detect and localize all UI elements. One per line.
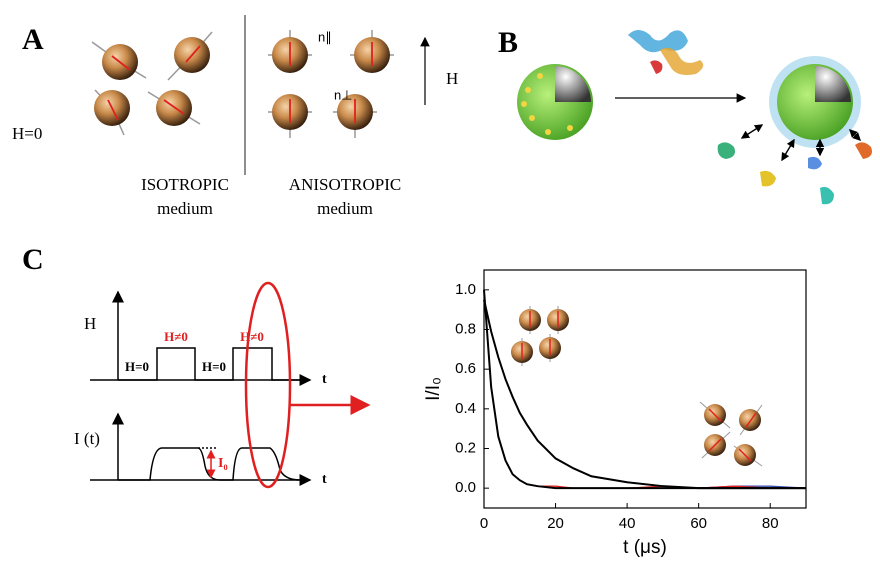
y-tick-label: 0.4 bbox=[455, 400, 476, 417]
inset-aligned bbox=[511, 306, 569, 366]
panel-a: A n∥ n⊥ bbox=[12, 15, 458, 218]
proteins bbox=[628, 30, 704, 75]
panel-label: A bbox=[22, 23, 44, 56]
inset-random bbox=[699, 401, 763, 467]
isotropic-moments bbox=[107, 45, 201, 121]
field-label: H bbox=[446, 69, 458, 88]
t-label: t bbox=[322, 372, 327, 387]
series-line bbox=[483, 289, 806, 490]
n-perp: n⊥ bbox=[334, 87, 353, 102]
isotropic-medium: medium bbox=[157, 199, 213, 218]
x-tick-label: 60 bbox=[690, 515, 707, 532]
h-axis-label: H bbox=[84, 314, 96, 333]
plot-frame bbox=[483, 269, 807, 509]
h-on: H≠0 bbox=[164, 329, 188, 344]
decay-plot: t (μs) I/I₀ 0 20 40 60 80 0.0 0.2 0.4 0.6 0.8 1.0 bbox=[423, 269, 807, 558]
isotropic-spheres bbox=[94, 37, 210, 126]
free-proteins bbox=[717, 142, 872, 205]
i-axis-label: I (t) bbox=[74, 429, 100, 448]
n-parallel: n∥ bbox=[318, 29, 332, 44]
h-zero: H=0 bbox=[125, 359, 149, 374]
panel-c: C H H=0 H≠0 H=0 H≠0 t I (t) I₀ t bbox=[22, 243, 371, 489]
isotropic-label: ISOTROPIC bbox=[141, 175, 229, 194]
panel-label: C bbox=[22, 243, 44, 276]
y-tick-label: 1.0 bbox=[455, 281, 476, 298]
h-zero: H=0 bbox=[12, 124, 42, 143]
ligands bbox=[521, 73, 573, 135]
t-label: t bbox=[322, 472, 327, 487]
x-axis-label: t (μs) bbox=[623, 537, 667, 558]
anisotropic-moments bbox=[289, 42, 373, 123]
y-axis-label: I/I₀ bbox=[423, 377, 444, 401]
h-on: H≠0 bbox=[240, 329, 264, 344]
core bbox=[555, 66, 591, 102]
i-axes bbox=[90, 412, 312, 486]
x-tick-label: 80 bbox=[762, 515, 779, 532]
h-zero: H=0 bbox=[202, 359, 226, 374]
highlight bbox=[244, 281, 292, 489]
x-tick-label: 0 bbox=[480, 515, 488, 532]
y-tick-label: 0.0 bbox=[455, 479, 476, 496]
y-tick-label: 0.6 bbox=[455, 360, 476, 377]
anisotropic-label: ANISOTROPIC bbox=[289, 175, 401, 194]
h-axes bbox=[90, 290, 312, 386]
y-tick-label: 0.8 bbox=[455, 320, 476, 337]
i0-label: I₀ bbox=[218, 456, 228, 471]
y-tick-label: 0.2 bbox=[455, 439, 476, 456]
x-tick-label: 40 bbox=[619, 515, 636, 532]
x-tick-label: 20 bbox=[547, 515, 564, 532]
core bbox=[815, 66, 851, 102]
panel-b: B bbox=[498, 26, 872, 205]
anisotropic-medium: medium bbox=[317, 199, 373, 218]
exchange-arrows bbox=[740, 124, 861, 162]
panel-label: B bbox=[498, 26, 518, 59]
